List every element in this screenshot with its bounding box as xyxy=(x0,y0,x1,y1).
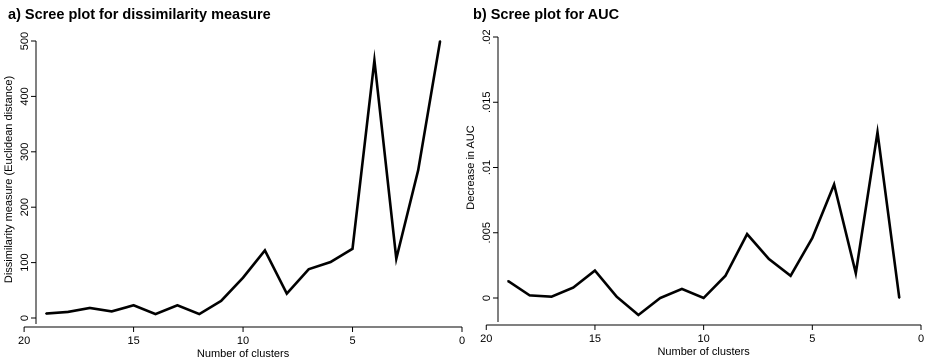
data-point xyxy=(45,312,47,315)
x-tick-label: 10 xyxy=(698,333,710,345)
data-point xyxy=(154,313,157,316)
data-point xyxy=(572,286,575,289)
chart-title: b) Scree plot for AUC xyxy=(473,7,620,23)
y-tick-label: 500 xyxy=(19,32,31,50)
y-tick-label: .005 xyxy=(481,222,493,243)
data-point xyxy=(811,237,814,239)
data-point xyxy=(746,233,749,235)
data-point xyxy=(220,299,223,302)
x-tick-label: 15 xyxy=(127,335,139,347)
y-axis-label: Decrease in AUC xyxy=(465,125,477,209)
x-tick-label: 20 xyxy=(18,335,30,347)
series-line xyxy=(507,123,901,317)
data-point xyxy=(439,40,442,42)
data-point xyxy=(594,269,596,272)
data-point xyxy=(789,274,792,277)
data-point xyxy=(876,131,879,134)
data-point xyxy=(637,314,640,316)
data-point xyxy=(615,295,618,298)
data-point xyxy=(833,183,835,186)
y-tick-label: 0 xyxy=(481,295,493,301)
y-tick-label: .01 xyxy=(481,160,493,175)
x-axis-label: Number of clusters xyxy=(657,346,750,358)
y-tick-label: 0 xyxy=(19,315,31,321)
y-tick-label: 200 xyxy=(19,198,31,216)
x-tick-label: 10 xyxy=(237,335,249,347)
data-point xyxy=(854,272,857,275)
series-line xyxy=(45,40,442,316)
x-tick-label: 5 xyxy=(349,335,355,347)
chart-panel-a: a) Scree plot for dissimilarity measure … xyxy=(3,7,465,358)
y-axis-label: Dissimilarity measure (Euclidean distanc… xyxy=(3,76,15,283)
data-point xyxy=(373,59,376,62)
y-tick-label: 400 xyxy=(19,87,31,105)
data-point xyxy=(550,295,553,298)
chart-title: a) Scree plot for dissimilarity measure xyxy=(8,7,271,23)
data-point xyxy=(110,310,113,313)
data-point xyxy=(680,287,683,290)
y-tick-label: 300 xyxy=(19,143,31,161)
data-point xyxy=(66,311,69,313)
data-point xyxy=(724,274,727,277)
data-point xyxy=(242,276,244,279)
y-tick-label: .015 xyxy=(481,92,493,113)
data-point xyxy=(395,257,398,260)
data-point xyxy=(767,257,770,260)
data-point xyxy=(417,169,420,171)
data-point xyxy=(659,297,662,299)
x-tick-label: 0 xyxy=(459,335,465,347)
y-tick-label: 100 xyxy=(19,253,31,271)
data-point xyxy=(307,268,310,271)
y-tick-label: .02 xyxy=(481,29,493,44)
data-point xyxy=(285,292,288,295)
x-tick-label: 20 xyxy=(480,333,492,345)
x-tick-label: 5 xyxy=(809,333,815,345)
data-point xyxy=(176,304,179,307)
data-point xyxy=(528,294,531,297)
x-tick-label: 15 xyxy=(589,333,601,345)
chart-b-svg: 0 .005 .01 .015 .02 Decrease in AUC 20 15 10 5 0 Nu… xyxy=(465,29,924,358)
data-point xyxy=(264,249,266,252)
data-point xyxy=(898,297,901,299)
data-point xyxy=(132,304,135,307)
data-point xyxy=(88,307,91,309)
data-point xyxy=(702,297,705,299)
x-axis-label: Number of clusters xyxy=(197,348,290,358)
data-point xyxy=(507,280,509,282)
data-point xyxy=(198,313,201,316)
data-point xyxy=(351,247,354,250)
data-point xyxy=(329,261,332,263)
x-tick-label: 0 xyxy=(918,333,924,345)
chart-panel-b: b) Scree plot for AUC 0 .005 .01 .015 .02 Dec… xyxy=(463,0,926,358)
